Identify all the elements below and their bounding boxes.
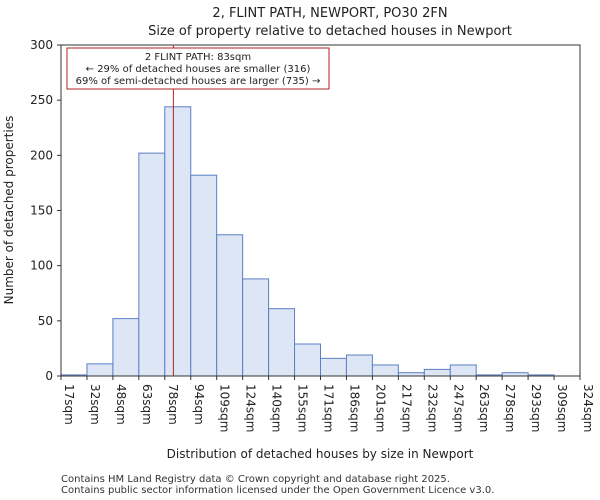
footer-attribution: Contains HM Land Registry data © Crown c…: [61, 474, 494, 496]
y-tick-label: 300: [30, 38, 53, 52]
x-tick-label: 63sqm: [140, 384, 154, 425]
x-tick-label: 217sqm: [399, 384, 413, 432]
histogram-bar: [294, 343, 321, 377]
histogram-bar: [86, 363, 114, 377]
histogram-bar: [190, 174, 218, 377]
annotation-frame: [66, 47, 330, 90]
y-tick-label: 200: [30, 148, 53, 162]
histogram-bar: [216, 234, 244, 377]
x-tick-label: 247sqm: [451, 384, 465, 432]
histogram-bar: [268, 308, 296, 377]
y-tick-label: 50: [38, 314, 53, 328]
x-tick-label: 78sqm: [166, 384, 180, 425]
x-tick-label: 109sqm: [218, 384, 232, 432]
histogram-bar: [164, 106, 192, 377]
x-tick-label: 94sqm: [192, 384, 206, 425]
x-axis-label: Distribution of detached houses by size …: [167, 447, 474, 461]
x-tick-label: 278sqm: [503, 384, 517, 432]
x-tick-label: 186sqm: [347, 384, 361, 432]
footer-line1: Contains HM Land Registry data © Crown c…: [61, 474, 450, 485]
histogram-bar: [345, 354, 373, 377]
annotation-line3: 69% of semi-detached houses are larger (…: [76, 76, 321, 87]
y-tick-label: 100: [30, 259, 53, 273]
histogram-bar: [423, 368, 451, 377]
x-tick-label: 17sqm: [62, 384, 76, 425]
histogram-bar: [449, 364, 477, 377]
x-axis: 17sqm 32sqm 48sqm 63sqm 78sqm 94sqm 109sqm 124s…: [60, 376, 595, 432]
y-axis-label: Number of detached properties: [2, 116, 16, 305]
annotation-line1: 2 FLINT PATH: 83sqm: [145, 52, 251, 63]
x-tick-label: 171sqm: [322, 384, 336, 432]
x-tick-label: 201sqm: [373, 384, 387, 432]
x-tick-label: 32sqm: [88, 384, 102, 425]
bars-group: [60, 106, 555, 377]
y-tick-label: 250: [30, 93, 53, 107]
histogram-bar: [242, 278, 270, 377]
x-tick-label: 124sqm: [244, 384, 258, 432]
x-tick-label: 263sqm: [477, 384, 491, 432]
histogram-bar: [138, 152, 166, 377]
x-tick-label: 293sqm: [529, 384, 543, 432]
x-tick-label: 140sqm: [270, 384, 284, 432]
x-tick-label: 324sqm: [581, 384, 595, 432]
y-tick-label: 0: [45, 369, 53, 383]
x-tick-label: 48sqm: [114, 384, 128, 425]
histogram-bar: [112, 318, 140, 377]
annotation-line2: ← 29% of detached houses are smaller (31…: [86, 64, 311, 75]
footer-line2: Contains public sector information licen…: [61, 485, 495, 496]
histogram-bar: [371, 364, 399, 377]
x-tick-label: 232sqm: [425, 384, 439, 432]
y-axis: 0 50 100 150 200 250 300: [30, 38, 61, 383]
annotation-box: 2 FLINT PATH: 83sqm ← 29% of detached ho…: [66, 47, 330, 90]
x-tick-label: 155sqm: [296, 384, 310, 432]
histogram-bar: [320, 357, 347, 377]
y-tick-label: 150: [30, 204, 53, 218]
x-tick-label: 309sqm: [555, 384, 569, 432]
chart-title-line2: Size of property relative to detached ho…: [148, 24, 512, 39]
chart-title-line1: 2, FLINT PATH, NEWPORT, PO30 2FN: [212, 6, 447, 21]
